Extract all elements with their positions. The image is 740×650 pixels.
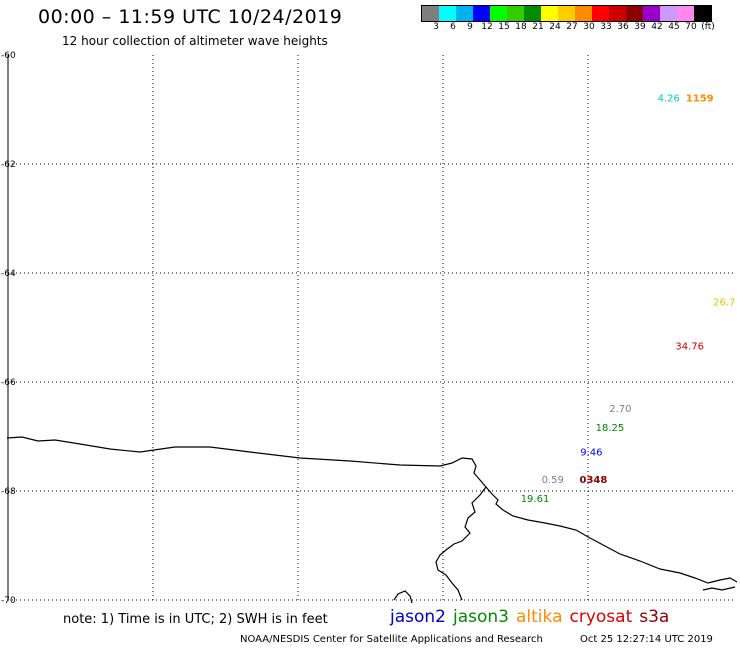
color-scale-label: 3	[433, 22, 439, 32]
color-swatch	[439, 6, 456, 21]
color-swatch	[456, 6, 473, 21]
satellite-name-s3a: s3a	[639, 607, 670, 627]
color-scale-label: 21	[532, 22, 544, 32]
color-swatch	[524, 6, 541, 21]
color-scale-label: 39	[634, 22, 646, 32]
wave-height-label: 0348	[579, 475, 607, 486]
color-scale-label: 18	[515, 22, 527, 32]
lat-tick-label: -62	[1, 160, 16, 170]
color-swatch	[609, 6, 626, 21]
color-scale-label: 27	[566, 22, 578, 32]
color-swatch	[422, 6, 439, 21]
credit-line: NOAA/NESDIS Center for Satellite Applica…	[240, 634, 543, 645]
map-gridlines	[8, 55, 733, 600]
color-swatch	[507, 6, 524, 21]
coastline-inlet	[435, 486, 487, 601]
color-scale-label: 24	[549, 22, 561, 32]
color-swatch	[660, 6, 677, 21]
coastline-east	[702, 586, 736, 591]
color-scale-bar	[421, 5, 712, 22]
lat-tick-label: -66	[1, 378, 16, 388]
color-scale-label: 15	[498, 22, 510, 32]
color-scale-label: 9	[467, 22, 473, 32]
wave-height-label: 0.59	[542, 475, 564, 486]
units-note: note: 1) Time is in UTC; 2) SWH is in fe…	[63, 612, 328, 627]
wave-height-label: 18.25	[596, 423, 625, 434]
wave-height-label: 26.7	[713, 298, 735, 309]
color-swatch	[677, 6, 694, 21]
satellite-name-cryosat: cryosat	[569, 607, 633, 627]
color-scale-label: 42	[651, 22, 663, 32]
wave-height-map: -60-62-64-66-68-70606366697275 4.2611592…	[1, 51, 738, 605]
map-axes: -60-62-64-66-68-70606366697275	[1, 51, 733, 605]
coastline-island	[393, 590, 413, 604]
color-swatch	[473, 6, 490, 21]
wave-height-label: 34.76	[675, 341, 704, 352]
color-swatch	[592, 6, 609, 21]
wave-height-label: 2.70	[609, 404, 631, 415]
chart-title: 00:00 – 11:59 UTC 10/24/2019	[38, 6, 343, 28]
color-scale-label: 45	[668, 22, 680, 32]
color-scale-label: 36	[617, 22, 629, 32]
color-swatch	[643, 6, 660, 21]
wave-height-label: 19.61	[521, 494, 550, 505]
color-scale-label: 33	[600, 22, 612, 32]
satellite-name-jason3: jason3	[453, 607, 509, 627]
color-scale-label: (ft)	[701, 22, 715, 32]
altimeter-observations: 4.26 1159 26.7 34.76 2.70 18.25 9.46 0.59 0348 19…	[521, 93, 736, 505]
color-swatch	[558, 6, 575, 21]
satellite-legend: jason2 jason3 altika cryosat s3a	[390, 607, 676, 627]
color-swatch	[694, 6, 711, 21]
wave-height-label: 4.26	[658, 93, 680, 104]
color-swatch	[626, 6, 643, 21]
color-scale-label: 30	[583, 22, 595, 32]
lat-tick-label: -60	[1, 51, 16, 61]
color-swatch	[490, 6, 507, 21]
generated-timestamp: Oct 25 12:27:14 UTC 2019	[580, 634, 713, 645]
antarctic-coastline	[6, 436, 738, 604]
color-scale-label: 70	[685, 22, 697, 32]
satellite-name-jason2: jason2	[390, 607, 446, 627]
color-swatch	[575, 6, 592, 21]
color-scale-label: 12	[481, 22, 493, 32]
color-swatch	[541, 6, 558, 21]
coastline-main	[6, 436, 738, 584]
lat-tick-label: -68	[1, 487, 16, 497]
color-scale-label: 6	[450, 22, 456, 32]
chart-subtitle: 12 hour collection of altimeter wave hei…	[62, 34, 328, 48]
wave-height-label: 9.46	[580, 448, 602, 459]
satellite-name-altika: altika	[516, 607, 563, 627]
wave-height-label: 1159	[686, 93, 714, 104]
lat-tick-label: -64	[1, 269, 16, 279]
